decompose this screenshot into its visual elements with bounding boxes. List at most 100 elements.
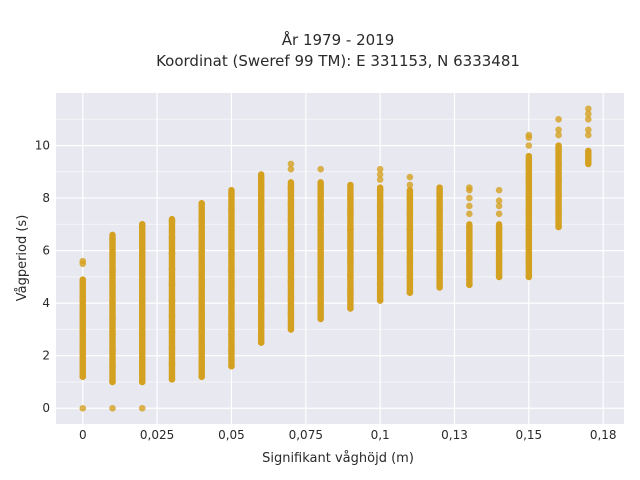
data-point	[228, 221, 235, 228]
data-point	[79, 294, 87, 302]
data-point	[406, 226, 414, 233]
data-point	[257, 228, 265, 236]
data-point	[555, 223, 562, 231]
data-point	[317, 252, 324, 260]
data-point	[198, 200, 206, 207]
data-point	[317, 165, 324, 173]
data-point	[347, 226, 354, 233]
y-tick-label: 2	[42, 349, 50, 363]
data-point	[198, 326, 206, 333]
data-point	[168, 234, 176, 241]
data-point	[168, 360, 176, 367]
data-point	[257, 276, 265, 283]
data-point	[436, 252, 443, 260]
data-point	[525, 163, 533, 170]
data-point	[555, 144, 562, 152]
data-point	[376, 218, 384, 226]
data-point	[495, 273, 503, 281]
data-point	[228, 315, 235, 323]
x-tick-label: 0,075	[289, 428, 323, 442]
data-point	[138, 252, 146, 260]
data-point	[555, 131, 562, 139]
chart-title-line1: År 1979 - 2019	[282, 30, 395, 49]
data-point	[168, 376, 176, 383]
data-point	[287, 278, 295, 286]
data-point	[347, 194, 354, 202]
data-point	[109, 404, 116, 412]
data-point	[495, 226, 503, 233]
data-point	[347, 242, 354, 249]
data-point	[109, 299, 116, 307]
y-tick-label: 10	[35, 139, 50, 153]
data-point	[466, 281, 473, 289]
data-point	[138, 331, 146, 338]
data-point	[436, 268, 443, 275]
chart-title-line2: Koordinat (Sweref 99 TM): E 331153, N 63…	[156, 52, 520, 70]
data-point	[466, 234, 473, 241]
data-point	[406, 257, 414, 265]
data-point	[79, 278, 87, 286]
data-point	[525, 257, 533, 265]
data-point	[138, 221, 146, 228]
data-point	[257, 181, 265, 189]
data-point	[436, 205, 443, 212]
data-point	[228, 205, 235, 212]
y-tick-label: 8	[42, 191, 50, 205]
data-point	[525, 273, 533, 281]
data-point	[138, 378, 146, 386]
data-point	[168, 265, 176, 273]
data-point	[376, 281, 384, 289]
data-point	[495, 257, 503, 265]
data-point	[495, 186, 503, 194]
data-point	[317, 205, 324, 212]
data-point	[406, 289, 414, 296]
data-point	[109, 378, 116, 386]
data-point	[287, 215, 295, 223]
data-point	[79, 257, 87, 265]
data-point	[79, 310, 87, 317]
data-point	[257, 244, 265, 252]
data-point	[525, 210, 533, 218]
data-point	[317, 221, 324, 228]
data-point	[109, 284, 116, 291]
data-point	[376, 171, 384, 178]
data-point	[406, 273, 414, 281]
data-point	[287, 231, 295, 239]
data-point	[495, 242, 503, 249]
data-point	[376, 234, 384, 241]
data-point	[466, 265, 473, 273]
data-point	[525, 142, 533, 149]
x-tick-label: 0,05	[218, 428, 245, 442]
data-point	[138, 299, 146, 307]
data-point	[138, 284, 146, 291]
data-point	[376, 265, 384, 273]
data-point	[317, 315, 324, 323]
data-point	[317, 268, 324, 275]
data-point	[257, 197, 265, 205]
data-point	[376, 202, 384, 210]
data-point	[228, 331, 235, 338]
data-point	[525, 131, 533, 139]
data-point	[79, 357, 87, 365]
data-point	[585, 126, 592, 134]
x-tick-label: 0,1	[371, 428, 390, 442]
x-tick-label: 0,13	[441, 428, 468, 442]
data-point	[585, 160, 592, 168]
data-point	[376, 249, 384, 257]
data-point	[466, 249, 473, 257]
data-point	[317, 189, 324, 197]
data-point	[79, 373, 87, 381]
data-point	[287, 263, 295, 270]
data-point	[347, 273, 354, 281]
data-point	[555, 115, 562, 123]
data-point	[257, 291, 265, 299]
data-point	[109, 268, 116, 275]
data-point	[525, 242, 533, 249]
x-tick-label: 0,025	[140, 428, 174, 442]
data-point	[287, 310, 295, 317]
data-point	[585, 131, 592, 139]
data-point	[287, 326, 295, 333]
data-point	[436, 221, 443, 228]
data-point	[347, 305, 354, 312]
